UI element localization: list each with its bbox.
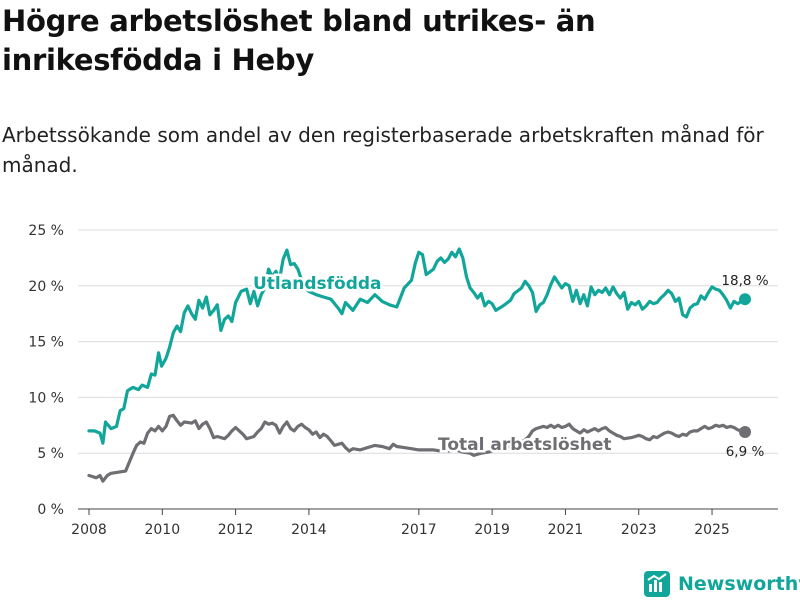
x-tick-label: 2017 xyxy=(401,522,437,538)
x-tick-label: 2023 xyxy=(621,522,657,538)
series-line-foreign xyxy=(87,247,747,445)
series-label-foreign: Utlandsfödda xyxy=(253,274,382,294)
brand-name: Newsworthy xyxy=(678,573,800,595)
x-tick-label: 2012 xyxy=(218,522,254,538)
series-label-total: Total arbetslöshet xyxy=(438,435,612,455)
newsworthy-logo-icon xyxy=(644,571,670,597)
y-tick-label: 25 % xyxy=(28,223,64,239)
brand-logo: Newsworthy xyxy=(644,569,800,599)
y-tick-label: 5 % xyxy=(37,446,64,462)
end-markers: 18,8 % 6,9 % xyxy=(721,273,768,460)
page-title: Högre arbetslöshet bland utrikes- än inr… xyxy=(2,4,596,77)
end-marker-foreign xyxy=(739,293,752,306)
axes: 0 % 5 % 10 % 15 % 20 % 25 % 2008 2010 2012 2014 20… xyxy=(28,223,778,538)
x-tick-label: 2021 xyxy=(548,522,584,538)
series-labels: Utlandsfödda Total arbetslöshet xyxy=(251,272,615,458)
x-tick-label: 2014 xyxy=(291,522,327,538)
y-tick-label: 20 % xyxy=(28,279,64,295)
series-line-total xyxy=(87,413,747,483)
end-label-total: 6,9 % xyxy=(726,444,765,460)
x-tick-label: 2008 xyxy=(71,522,107,538)
x-tick-label: 2010 xyxy=(144,522,180,538)
end-marker-total xyxy=(739,425,752,438)
x-tick-label: 2025 xyxy=(694,522,730,538)
end-label-foreign: 18,8 % xyxy=(721,273,768,289)
y-tick-label: 0 % xyxy=(37,502,64,518)
series-lines xyxy=(87,247,747,483)
y-tick-label: 15 % xyxy=(28,335,64,351)
page-subtitle: Arbetssökande som andel av den registerb… xyxy=(2,123,764,177)
x-tick-label: 2019 xyxy=(474,522,510,538)
y-tick-label: 10 % xyxy=(28,390,64,406)
gridlines xyxy=(78,229,778,454)
